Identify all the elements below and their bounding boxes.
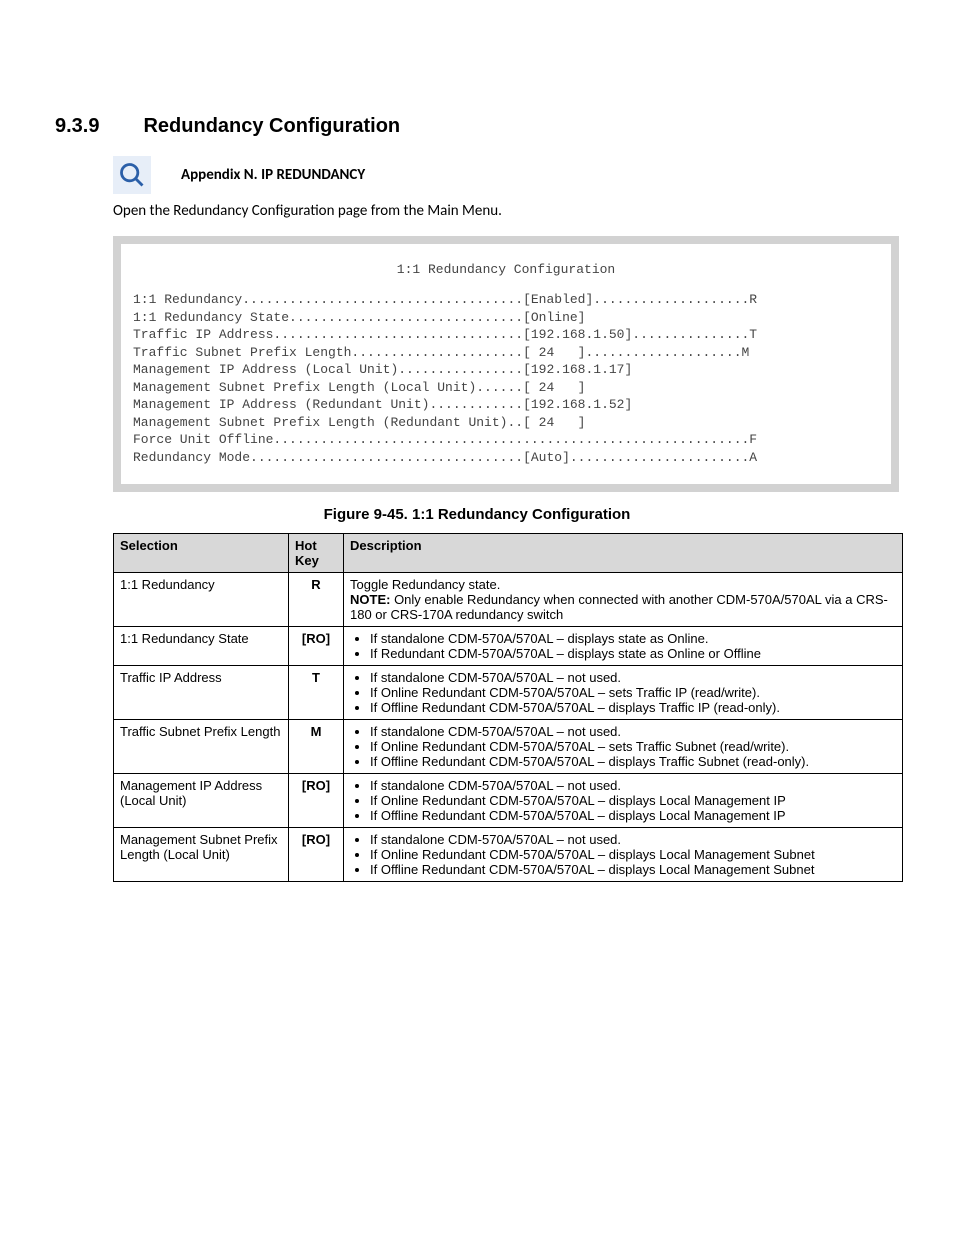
cell-selection: 1:1 Redundancy State [114,627,289,666]
section-number: 9.3.9 [55,115,99,138]
desc-item: If standalone CDM-570A/570AL – not used. [370,670,896,685]
cell-hotkey: R [289,573,344,627]
section-title: Redundancy Configuration [143,115,400,137]
cell-selection: Management Subnet Prefix Length (Local U… [114,828,289,882]
col-hotkey: Hot Key [289,534,344,573]
console-line: Force Unit Offline......................… [133,431,879,449]
magnifier-icon [113,156,151,194]
note-label: NOTE: [350,592,390,607]
table-row: 1:1 Redundancy State [RO] If standalone … [114,627,903,666]
desc-item: If Online Redundant CDM-570A/570AL – dis… [370,847,896,862]
console-line: 1:1 Redundancy State....................… [133,309,879,327]
cell-description: If standalone CDM-570A/570AL – not used.… [344,828,903,882]
desc-item: If Offline Redundant CDM-570A/570AL – di… [370,700,896,715]
cell-description: If standalone CDM-570A/570AL – not used.… [344,666,903,720]
desc-item: If standalone CDM-570A/570AL – not used. [370,778,896,793]
table-row: Traffic Subnet Prefix Length M If standa… [114,720,903,774]
cell-hotkey: [RO] [289,828,344,882]
cell-hotkey: [RO] [289,627,344,666]
console-line: Traffic Subnet Prefix Length............… [133,344,879,362]
figure-caption: Figure 9-45. 1:1 Redundancy Configuratio… [55,506,899,523]
table-row: Traffic IP Address T If standalone CDM-5… [114,666,903,720]
console-line: 1:1 Redundancy..........................… [133,291,879,309]
table-row: 1:1 Redundancy R Toggle Redundancy state… [114,573,903,627]
col-selection: Selection [114,534,289,573]
desc-item: If Online Redundant CDM-570A/570AL – set… [370,685,896,700]
appendix-row: Appendix N. IP REDUNDANCY [113,156,899,194]
console-line: Management Subnet Prefix Length (Local U… [133,379,879,397]
desc-item: If standalone CDM-570A/570AL – not used. [370,724,896,739]
console-box: 1:1 Redundancy Configuration 1:1 Redunda… [113,236,899,492]
desc-item: If Offline Redundant CDM-570A/570AL – di… [370,862,896,877]
cell-description: If standalone CDM-570A/570AL – displays … [344,627,903,666]
col-description: Description [344,534,903,573]
note-text: Only enable Redundancy when connected wi… [350,592,888,622]
desc-item: If Online Redundant CDM-570A/570AL – set… [370,739,896,754]
cell-description: If standalone CDM-570A/570AL – not used.… [344,774,903,828]
cell-hotkey: T [289,666,344,720]
cell-selection: Traffic IP Address [114,666,289,720]
desc-item: If Offline Redundant CDM-570A/570AL – di… [370,754,896,769]
console-title: 1:1 Redundancy Configuration [133,262,879,277]
desc-item: If Redundant CDM-570A/570AL – displays s… [370,646,896,661]
console-line: Management Subnet Prefix Length (Redunda… [133,414,879,432]
cell-description: Toggle Redundancy state. NOTE: Only enab… [344,573,903,627]
parameters-table: Selection Hot Key Description 1:1 Redund… [113,533,903,882]
console-line: Management IP Address (Local Unit)......… [133,361,879,379]
console-line: Management IP Address (Redundant Unit)..… [133,396,879,414]
cell-hotkey: M [289,720,344,774]
cell-hotkey: [RO] [289,774,344,828]
console-line: Traffic IP Address......................… [133,326,879,344]
table-row: Management Subnet Prefix Length (Local U… [114,828,903,882]
cell-description: If standalone CDM-570A/570AL – not used.… [344,720,903,774]
cell-selection: 1:1 Redundancy [114,573,289,627]
cell-selection: Traffic Subnet Prefix Length [114,720,289,774]
console-line: Redundancy Mode.........................… [133,449,879,467]
desc-item: If Offline Redundant CDM-570A/570AL – di… [370,808,896,823]
desc-text: Toggle Redundancy state. [350,577,500,592]
appendix-label: Appendix N. IP REDUNDANCY [181,166,365,184]
open-instruction: Open the Redundancy Configuration page f… [113,202,899,220]
cell-selection: Management IP Address (Local Unit) [114,774,289,828]
table-row: Management IP Address (Local Unit) [RO] … [114,774,903,828]
desc-item: If standalone CDM-570A/570AL – displays … [370,631,896,646]
desc-item: If standalone CDM-570A/570AL – not used. [370,832,896,847]
desc-item: If Online Redundant CDM-570A/570AL – dis… [370,793,896,808]
section-heading: 9.3.9 Redundancy Configuration [55,115,899,138]
